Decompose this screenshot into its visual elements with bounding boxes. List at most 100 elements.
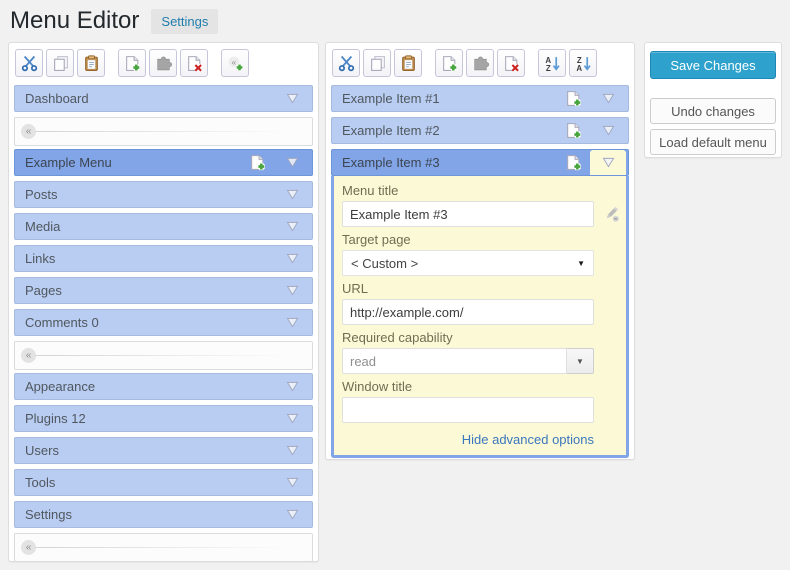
item-editor-panel: Menu title Target page < Custom > ▼ URL … [331, 176, 629, 458]
expand-toggle[interactable] [590, 150, 626, 175]
triangle-down-icon [286, 381, 299, 392]
menu-item-label: Users [25, 443, 59, 458]
new-menu-button[interactable] [118, 49, 146, 77]
menu-item[interactable]: Links [14, 245, 313, 272]
separator-chevrons-icon: « [21, 124, 36, 139]
menu-item[interactable]: Tools [14, 469, 313, 496]
delete-item-button[interactable] [497, 49, 525, 77]
expand-toggle[interactable] [274, 246, 310, 271]
window-title-input[interactable] [342, 397, 594, 423]
menu-item[interactable]: Pages [14, 277, 313, 304]
menu-item[interactable]: Dashboard [14, 85, 313, 112]
separator-line [35, 547, 302, 548]
load-default-menu-button[interactable]: Load default menu [650, 129, 776, 155]
hide-advanced-options-link[interactable]: Hide advanced options [461, 432, 594, 447]
menu-pane: Dashboard « Example Menu [8, 42, 319, 562]
sort-az-icon [544, 55, 561, 72]
expand-toggle[interactable] [274, 86, 310, 111]
sort-descending-button[interactable] [569, 49, 597, 77]
delete-icon [186, 55, 203, 72]
undo-changes-button[interactable]: Undo changes [650, 98, 776, 124]
required-capability-input[interactable] [342, 348, 567, 374]
menu-item[interactable]: Comments 0 [14, 309, 313, 336]
new-item-icon [249, 154, 266, 171]
sort-ascending-button[interactable] [538, 49, 566, 77]
new-item-button[interactable] [435, 49, 463, 77]
menu-item[interactable]: « [14, 533, 313, 562]
paste-button[interactable] [394, 49, 422, 77]
menu-item[interactable]: Appearance [14, 373, 313, 400]
new-separator-button[interactable] [221, 49, 249, 77]
target-page-select[interactable]: < Custom > ▼ [342, 250, 594, 276]
menu-toolbar [14, 48, 313, 85]
menu-item-label: Links [25, 251, 56, 266]
copy-button[interactable] [363, 49, 391, 77]
page-header: Menu Editor Settings [10, 0, 219, 42]
menu-item[interactable]: « [14, 341, 313, 370]
submenu-item-label: Example Item #2 [342, 123, 440, 138]
copy-icon [369, 55, 386, 72]
delete-menu-button[interactable] [180, 49, 208, 77]
triangle-down-icon [602, 157, 615, 168]
url-label: URL [342, 281, 369, 296]
expand-toggle[interactable] [274, 310, 310, 335]
submenu-item[interactable]: Example Item #3 [331, 149, 629, 176]
expand-toggle[interactable] [274, 278, 310, 303]
copy-button[interactable] [46, 49, 74, 77]
expand-toggle[interactable] [590, 86, 626, 111]
expand-toggle[interactable] [274, 406, 310, 431]
menu-item[interactable]: Settings [14, 501, 313, 528]
paste-button[interactable] [77, 49, 105, 77]
menu-item-label: Media [25, 219, 61, 234]
menu-item[interactable]: Media [14, 213, 313, 240]
menu-title-input[interactable] [342, 201, 594, 227]
menu-item[interactable]: Example Menu [14, 149, 313, 176]
menu-item[interactable]: Posts [14, 181, 313, 208]
cut-icon [338, 55, 355, 72]
cut-button[interactable] [332, 49, 360, 77]
menu-item-label: Pages [25, 283, 62, 298]
expand-toggle[interactable] [274, 470, 310, 495]
edit-icon[interactable] [602, 205, 620, 223]
capability-dropdown-button[interactable]: ▼ [567, 348, 594, 374]
url-input[interactable] [342, 299, 594, 325]
target-page-value: < Custom > [351, 255, 419, 271]
submenu-item[interactable]: Example Item #2 [331, 117, 629, 144]
expand-toggle[interactable] [274, 214, 310, 239]
actions-pane: Save Changes Undo changes Load default m… [644, 42, 782, 158]
expand-toggle[interactable] [274, 374, 310, 399]
toggle-plugin-button[interactable] [149, 49, 177, 77]
required-capability-combo: ▼ [342, 348, 594, 374]
expand-toggle[interactable] [590, 118, 626, 143]
menu-item-label: Settings [25, 507, 72, 522]
page-title: Menu Editor [10, 7, 140, 34]
triangle-down-icon [286, 93, 299, 104]
menu-list: Dashboard « Example Menu [14, 85, 313, 565]
submenu-item[interactable]: Example Item #1 [331, 85, 629, 112]
triangle-down-icon [286, 253, 299, 264]
expand-toggle[interactable] [274, 150, 310, 175]
separator-line [35, 131, 302, 132]
triangle-down-icon [602, 93, 615, 104]
menu-item[interactable]: « [14, 117, 313, 146]
new-item-icon [565, 122, 582, 139]
menu-item-label: Example Menu [25, 155, 112, 170]
settings-button[interactable]: Settings [151, 8, 219, 34]
save-changes-button[interactable]: Save Changes [650, 51, 776, 79]
copy-icon [52, 55, 69, 72]
submenu-item-label: Example Item #1 [342, 91, 440, 106]
expand-toggle[interactable] [274, 438, 310, 463]
expand-toggle[interactable] [274, 182, 310, 207]
expand-toggle[interactable] [274, 502, 310, 527]
separator-line [35, 355, 302, 356]
cut-button[interactable] [15, 49, 43, 77]
new-item-icon [565, 154, 582, 171]
triangle-down-icon [286, 157, 299, 168]
menu-item[interactable]: Users [14, 437, 313, 464]
triangle-down-icon [286, 445, 299, 456]
new-separator-icon [227, 55, 244, 72]
submenu-item-label: Example Item #3 [342, 155, 440, 170]
new-item-icon [124, 55, 141, 72]
menu-item[interactable]: Plugins 12 [14, 405, 313, 432]
toggle-plugin-button[interactable] [466, 49, 494, 77]
